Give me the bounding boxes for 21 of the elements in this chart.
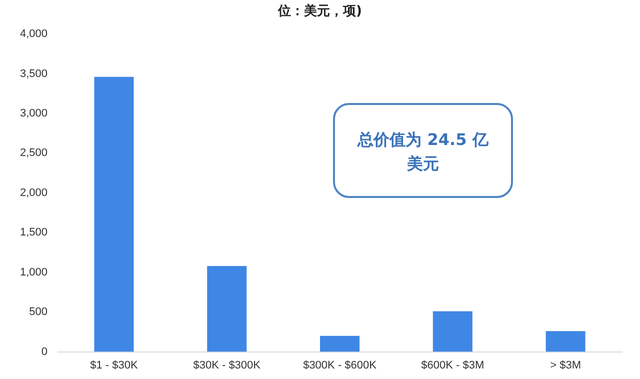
y-tick-label: 4,000 — [20, 28, 48, 40]
x-tick-label: > $3M — [550, 359, 581, 372]
bar — [432, 311, 472, 352]
x-tick-label: $600K - $3M — [421, 359, 484, 372]
x-tick-label: $300K - $600K — [303, 359, 378, 372]
y-tick-label: 1,000 — [20, 266, 48, 278]
bar — [546, 331, 586, 352]
y-tick-label: 3,500 — [20, 68, 48, 80]
annotation: 总价值为 24.5 亿美元 — [356, 129, 490, 175]
x-tick-label: $30K - $300K — [193, 359, 262, 372]
y-tick-label: 3,000 — [20, 107, 48, 120]
y-tick-label: 2,500 — [20, 147, 48, 160]
y-tick-label: 500 — [29, 306, 48, 318]
y-tick-label: 1,500 — [20, 226, 48, 239]
bar — [207, 266, 247, 352]
bar — [320, 336, 360, 352]
x-tick-label: $1 - $30K — [90, 359, 138, 372]
bar — [94, 76, 134, 352]
y-tick-label: 0 — [41, 346, 48, 358]
chart-title: 位：美元，项) — [276, 2, 363, 20]
y-tick-label: 2,000 — [20, 186, 48, 199]
